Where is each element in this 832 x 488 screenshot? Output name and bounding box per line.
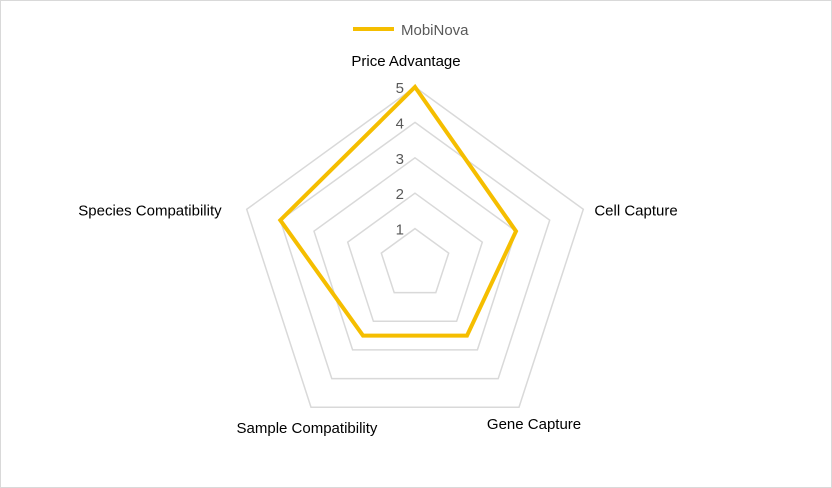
radar-tick-labels: 1 2 3 4 5: [396, 80, 404, 239]
tick-label: 3: [396, 151, 404, 168]
tick-label: 5: [396, 80, 404, 97]
radar-grid: [245, 86, 585, 408]
grid-ring: [380, 227, 450, 294]
radar-series: [277, 83, 519, 338]
axis-label: Price Advantage: [351, 53, 460, 70]
grid-ring: [245, 86, 585, 408]
axis-label: Sample Compatibility: [237, 420, 378, 437]
axis-label: Species Compatibility: [78, 202, 222, 219]
grid-ring: [313, 156, 517, 351]
radar-axis-labels: Price Advantage Cell Capture Gene Capture S…: [78, 53, 677, 437]
grid-ring: [279, 121, 551, 380]
legend-label: MobiNova: [401, 22, 469, 39]
axis-label: Cell Capture: [594, 202, 677, 219]
tick-label: 4: [396, 115, 404, 132]
tick-label: 1: [396, 222, 404, 239]
tick-label: 2: [396, 186, 404, 203]
series-line: [277, 83, 519, 338]
axis-label: Gene Capture: [487, 416, 581, 433]
legend: MobiNova: [353, 22, 469, 39]
grid-ring: [346, 192, 484, 323]
